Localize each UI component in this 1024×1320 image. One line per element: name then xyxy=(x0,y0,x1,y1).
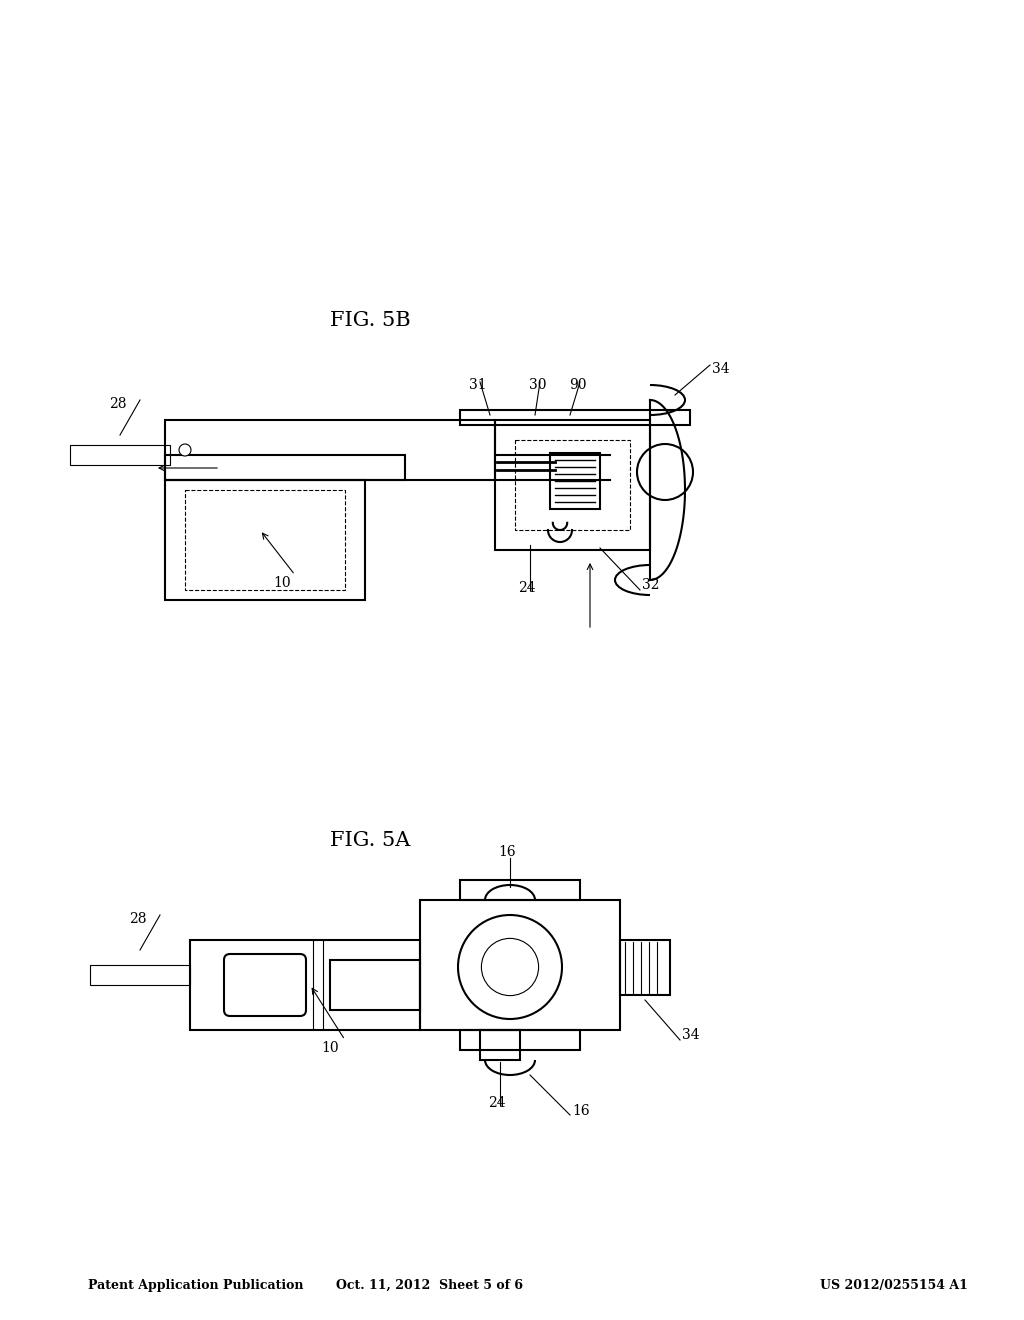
Bar xyxy=(480,1030,520,1060)
Text: Oct. 11, 2012  Sheet 5 of 6: Oct. 11, 2012 Sheet 5 of 6 xyxy=(337,1279,523,1291)
Text: 24: 24 xyxy=(488,1096,506,1110)
Bar xyxy=(70,445,170,465)
Text: 34: 34 xyxy=(712,362,730,376)
Bar xyxy=(550,453,600,510)
Bar xyxy=(460,411,690,425)
Bar xyxy=(495,420,650,550)
Text: 30: 30 xyxy=(529,378,547,392)
Bar xyxy=(515,440,630,531)
Text: 10: 10 xyxy=(322,1041,339,1055)
Text: 90: 90 xyxy=(569,378,587,392)
Bar xyxy=(420,900,620,1030)
Bar xyxy=(165,455,406,480)
Bar xyxy=(185,490,345,590)
Text: 34: 34 xyxy=(682,1028,699,1041)
Bar xyxy=(620,940,670,995)
Text: 31: 31 xyxy=(469,378,486,392)
Bar xyxy=(330,960,420,1010)
Text: 32: 32 xyxy=(642,578,659,591)
Text: 16: 16 xyxy=(572,1104,590,1118)
Text: FIG. 5B: FIG. 5B xyxy=(330,310,411,330)
Text: FIG. 5A: FIG. 5A xyxy=(330,830,411,850)
Bar xyxy=(165,480,365,601)
Text: Patent Application Publication: Patent Application Publication xyxy=(88,1279,303,1291)
Bar xyxy=(460,880,580,900)
Text: 28: 28 xyxy=(110,397,127,411)
Text: US 2012/0255154 A1: US 2012/0255154 A1 xyxy=(820,1279,968,1291)
Text: 16: 16 xyxy=(499,845,516,859)
Bar xyxy=(165,420,495,480)
Bar xyxy=(190,940,420,1030)
Circle shape xyxy=(179,444,191,455)
Bar xyxy=(90,965,190,985)
Bar xyxy=(460,1030,580,1049)
Text: 28: 28 xyxy=(129,912,146,927)
Text: 10: 10 xyxy=(273,576,291,590)
Text: 24: 24 xyxy=(518,581,536,595)
